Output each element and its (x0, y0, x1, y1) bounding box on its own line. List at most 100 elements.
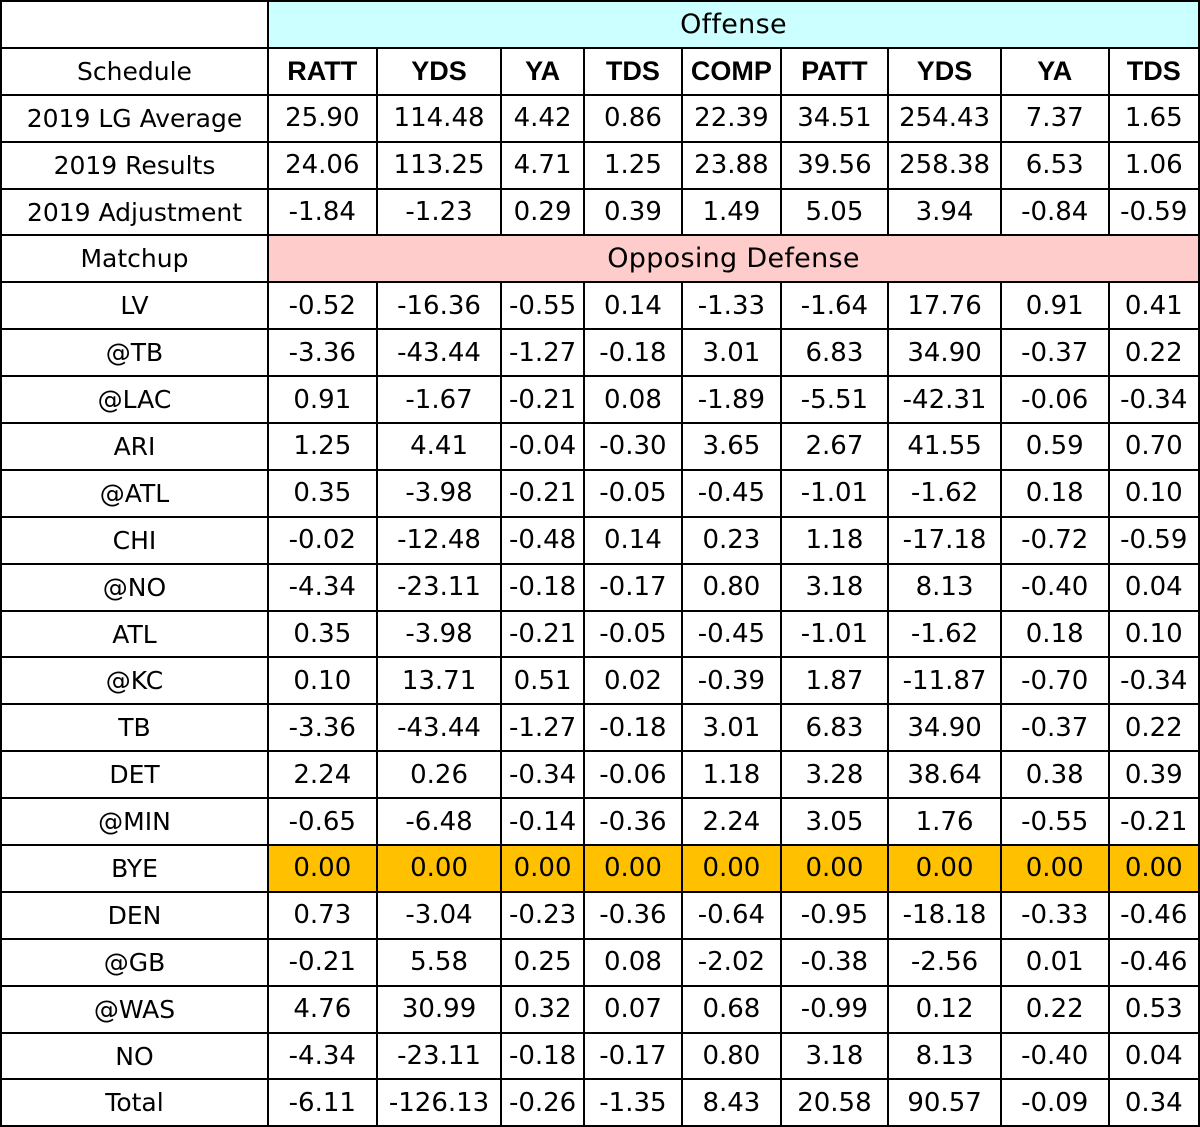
value-cell: -12.48 (375, 515, 503, 565)
matchup-row: @NO -4.34 -23.11 -0.18 -0.17 0.80 3.18 8.13 -0.4… (0, 562, 1200, 612)
value-cell: -1.27 (500, 328, 585, 378)
matchup-row: DEN 0.73 -3.04 -0.23 -0.36 -0.64 -0.95 -18.18 -0… (0, 890, 1200, 940)
value-cell: -0.40 (999, 1031, 1110, 1081)
value-cell: -0.21 (500, 468, 585, 518)
value-cell: -0.65 (266, 797, 378, 847)
value-cell: -0.18 (500, 1031, 585, 1081)
value-cell: -0.21 (500, 375, 585, 425)
value-cell: 1.25 (582, 140, 684, 190)
value-cell: 8.13 (887, 562, 1002, 612)
value-cell: -1.84 (266, 187, 378, 237)
value-cell: 0.39 (1107, 750, 1200, 800)
value-cell: -0.46 (1107, 937, 1200, 987)
value-cell: 1.18 (681, 750, 782, 800)
matchup-row: @ATL 0.35 -3.98 -0.21 -0.05 -0.45 -1.01 -1.62 0.… (0, 468, 1200, 518)
matchup-row: @KC 0.10 13.71 0.51 0.02 -0.39 1.87 -11.87 -0.70… (0, 656, 1200, 706)
value-cell: -4.34 (266, 562, 378, 612)
value-cell: -1.33 (681, 281, 782, 331)
value-cell: 2.24 (681, 797, 782, 847)
value-cell: 3.65 (681, 422, 782, 471)
value-cell: 3.05 (779, 797, 890, 847)
value-cell: 0.53 (1107, 984, 1200, 1034)
value-cell: 3.94 (887, 187, 1002, 237)
value-cell: -43.44 (375, 703, 503, 753)
value-cell: -0.59 (1107, 515, 1200, 565)
value-cell: 0.32 (500, 984, 585, 1034)
row-label: CHI (0, 515, 269, 565)
value-cell: 4.41 (375, 422, 503, 471)
value-cell: 0.68 (681, 984, 782, 1034)
value-cell: -1.01 (779, 468, 890, 518)
value-cell: -0.18 (582, 703, 684, 753)
value-cell: 3.18 (779, 1031, 890, 1081)
value-cell: 0.08 (582, 375, 684, 425)
row-label: @LAC (0, 375, 269, 425)
value-cell: -0.09 (999, 1078, 1110, 1127)
value-cell: 23.88 (681, 140, 782, 190)
value-cell: -0.18 (582, 328, 684, 378)
value-cell: -0.37 (999, 703, 1110, 753)
matchup-band-row: Matchup Opposing Defense (0, 234, 1200, 284)
league-row: 2019 LG Average 25.90 114.48 4.42 0.86 22.39 3… (0, 93, 1200, 143)
value-cell: 0.51 (500, 656, 585, 706)
value-cell: 0.07 (582, 984, 684, 1034)
matchup-row: CHI -0.02 -12.48 -0.48 0.14 0.23 1.18 -17.18 -0.… (0, 515, 1200, 565)
value-cell: 1.25 (266, 422, 378, 471)
value-cell: 0.22 (999, 984, 1110, 1034)
matchup-row: ARI 1.25 4.41 -0.04 -0.30 3.65 2.67 41.55 0.59 0.… (0, 422, 1200, 471)
value-cell: -0.02 (266, 515, 378, 565)
row-label: @TB (0, 328, 269, 378)
value-cell: 1.65 (1107, 93, 1200, 143)
value-cell: 25.90 (266, 93, 378, 143)
row-label: DET (0, 750, 269, 800)
value-cell: 0.73 (266, 890, 378, 940)
matchup-row: DET 2.24 0.26 -0.34 -0.06 1.18 3.28 38.64 0.38 0.… (0, 750, 1200, 800)
value-cell: -0.06 (582, 750, 684, 800)
value-cell: 0.34 (1107, 1078, 1200, 1127)
value-cell: -3.36 (266, 703, 378, 753)
row-label: BYE (0, 844, 269, 893)
offense-band-row: Offense (0, 0, 1200, 49)
value-cell: -23.11 (375, 562, 503, 612)
value-cell: 0.12 (887, 984, 1002, 1034)
value-cell: -17.18 (887, 515, 1002, 565)
value-cell: -0.72 (999, 515, 1110, 565)
value-cell: -1.62 (887, 468, 1002, 518)
value-cell: 1.76 (887, 797, 1002, 847)
value-cell: 13.71 (375, 656, 503, 706)
col-header-pass-ya: YA (999, 46, 1110, 96)
value-cell: -0.17 (582, 562, 684, 612)
value-cell: 24.06 (266, 140, 378, 190)
value-cell: -5.51 (779, 375, 890, 425)
value-cell: -1.89 (681, 375, 782, 425)
value-cell: 0.04 (1107, 1031, 1200, 1081)
value-cell: -1.64 (779, 281, 890, 331)
value-cell: 20.58 (779, 1078, 890, 1127)
value-cell: 0.00 (1107, 844, 1200, 893)
value-cell: 6.53 (999, 140, 1110, 190)
matchup-row: LV -0.52 -16.36 -0.55 0.14 -1.33 -1.64 17.76 0.9… (0, 281, 1200, 331)
value-cell: 6.83 (779, 703, 890, 753)
total-row: Total -6.11 -126.13 -0.26 -1.35 8.43 20.58 90.5… (0, 1078, 1200, 1127)
value-cell: 1.18 (779, 515, 890, 565)
value-cell: -0.18 (500, 562, 585, 612)
value-cell: -0.55 (999, 797, 1110, 847)
value-cell: -23.11 (375, 1031, 503, 1081)
matchup-header: Matchup (0, 234, 269, 284)
row-label: @GB (0, 937, 269, 987)
value-cell: 0.38 (999, 750, 1110, 800)
value-cell: 0.10 (1107, 609, 1200, 659)
value-cell: 34.51 (779, 93, 890, 143)
value-cell: -11.87 (887, 656, 1002, 706)
value-cell: 0.80 (681, 1031, 782, 1081)
value-cell: 3.01 (681, 703, 782, 753)
matchup-row: @GB -0.21 5.58 0.25 0.08 -2.02 -0.38 -2.56 0.01-… (0, 937, 1200, 987)
value-cell: -0.06 (999, 375, 1110, 425)
value-cell: -43.44 (375, 328, 503, 378)
value-cell: -0.84 (999, 187, 1110, 237)
row-label: TB (0, 703, 269, 753)
value-cell: -1.35 (582, 1078, 684, 1127)
row-label: 2019 Results (0, 140, 269, 190)
value-cell: 0.26 (375, 750, 503, 800)
value-cell: 0.35 (266, 468, 378, 518)
